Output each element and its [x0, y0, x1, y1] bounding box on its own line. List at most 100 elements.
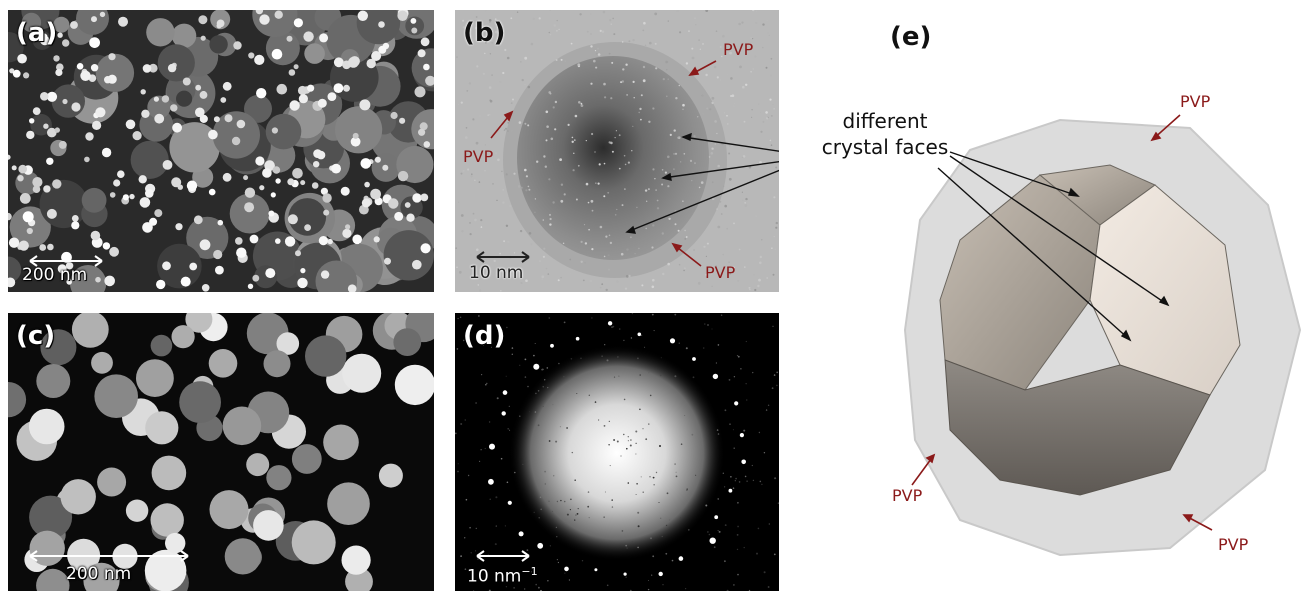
- fft-noise: [488, 421, 491, 423]
- tem-noise: [683, 269, 685, 272]
- tem-noise: [527, 124, 530, 127]
- fft-noise: [469, 526, 471, 529]
- fft-noise: [611, 506, 614, 508]
- tem-noise: [549, 213, 551, 216]
- tem-noise: [497, 158, 500, 162]
- tem-noise: [549, 223, 552, 226]
- sem-particle: [418, 128, 426, 136]
- fft-noise: [533, 511, 535, 513]
- fft-noise: [560, 499, 562, 502]
- tem-noise: [693, 135, 696, 138]
- tem-noise: [503, 129, 506, 131]
- tem-noise: [591, 248, 594, 251]
- fft-noise: [478, 315, 480, 317]
- fft-noise: [618, 375, 620, 377]
- tem-noise: [590, 33, 592, 35]
- tem-noise: [472, 118, 475, 121]
- sem-particle: [248, 52, 255, 59]
- tem-noise: [647, 188, 650, 191]
- tem-noise: [560, 276, 562, 279]
- fft-noise: [662, 584, 664, 586]
- fft-noise: [535, 392, 537, 395]
- fft-noise: [606, 584, 609, 587]
- fft-noise: [566, 427, 568, 429]
- tem-noise: [750, 71, 752, 73]
- sem-particle: [145, 189, 154, 198]
- fft-noise: [767, 404, 770, 406]
- tem-noise: [662, 78, 665, 81]
- tem-noise: [673, 168, 675, 171]
- tem-noise: [770, 57, 773, 60]
- sem-grain: [130, 140, 169, 179]
- tem-noise: [634, 252, 636, 255]
- fft-noise: [625, 576, 627, 578]
- fft-noise: [531, 571, 533, 573]
- tem-noise: [507, 240, 510, 243]
- sem-particle-large: [151, 455, 187, 491]
- tem-noise: [728, 261, 730, 263]
- sem-particle: [404, 202, 411, 208]
- scale-bar-a: [29, 255, 103, 267]
- tem-noise: [626, 94, 628, 96]
- fft-noise: [737, 525, 739, 528]
- fft-noise: [604, 491, 606, 493]
- fft-noise: [641, 334, 643, 336]
- sem-particle: [89, 37, 100, 48]
- fft-noise: [687, 529, 690, 531]
- sem-particle-large: [29, 495, 73, 539]
- sem-particle: [222, 81, 232, 91]
- tem-noise: [616, 280, 619, 283]
- fft-noise: [623, 398, 626, 401]
- sem-particle: [275, 238, 281, 244]
- fft-noise: [524, 376, 527, 378]
- tem-noise: [643, 21, 646, 25]
- sem-particle: [262, 168, 272, 178]
- tem-noise: [683, 267, 686, 270]
- tem-noise: [597, 182, 600, 185]
- tem-noise: [691, 47, 694, 50]
- fft-noise: [509, 429, 511, 431]
- tem-noise: [590, 45, 593, 48]
- tem-noise: [569, 272, 572, 275]
- tem-noise: [674, 223, 677, 226]
- tem-noise: [705, 240, 707, 242]
- sem-particle: [162, 160, 173, 170]
- fft-noise: [647, 588, 650, 591]
- sem-particle-large: [91, 351, 113, 374]
- diffraction-spot: [669, 338, 676, 344]
- sem-particle: [394, 211, 404, 221]
- tem-noise: [610, 23, 613, 25]
- fft-noise: [767, 586, 770, 588]
- sem-particle: [208, 129, 218, 140]
- tem-noise: [520, 281, 523, 285]
- fft-noise: [649, 476, 651, 478]
- fft-noise: [730, 476, 732, 478]
- fft-noise: [637, 357, 639, 360]
- tem-noise: [608, 268, 610, 271]
- sem-grain: [209, 35, 228, 54]
- fft-noise: [715, 362, 717, 364]
- tem-noise: [774, 248, 776, 250]
- fft-noise: [538, 586, 540, 589]
- tem-noise: [480, 219, 483, 222]
- tem-noise: [520, 61, 522, 63]
- sem-particle: [414, 86, 426, 98]
- tem-noise: [624, 287, 628, 290]
- tem-noise: [632, 38, 635, 42]
- tem-noise: [583, 224, 586, 226]
- tem-noise: [611, 150, 614, 153]
- fft-noise: [617, 356, 619, 358]
- fft-noise: [765, 409, 768, 411]
- tem-noise: [548, 31, 551, 34]
- tem-noise: [705, 10, 709, 12]
- sem-particle: [66, 279, 72, 285]
- tem-noise: [584, 242, 588, 245]
- panel-a-label: (a): [16, 18, 58, 48]
- tem-noise: [729, 51, 732, 55]
- tem-noise: [491, 41, 494, 44]
- tem-noise: [632, 80, 635, 83]
- sem-grain: [229, 193, 270, 234]
- fft-noise: [724, 524, 727, 526]
- tem-noise: [494, 18, 497, 21]
- fft-noise: [768, 523, 770, 525]
